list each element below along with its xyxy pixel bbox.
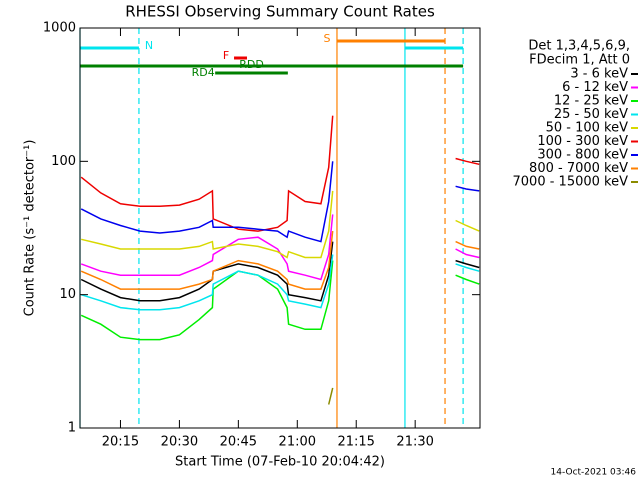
legend-label: 300 - 800 keV — [537, 148, 628, 163]
y-tick-label: 100 — [51, 154, 76, 169]
series-line — [80, 254, 480, 311]
y-tick-label: 1 — [68, 421, 76, 436]
y-axis-label: Count Rate (s⁻¹ detector⁻¹) — [23, 140, 38, 317]
flag-label: RDD — [239, 58, 264, 71]
x-tick-label: 21:30 — [396, 435, 433, 450]
legend-label: 6 - 12 keV — [562, 80, 628, 95]
legend-label: 25 - 50 keV — [554, 107, 628, 122]
legend-header: FDecim 1, Att 0 — [529, 53, 630, 68]
plot-frame — [79, 27, 481, 429]
x-tick-label: 20:45 — [220, 435, 257, 450]
series-line — [327, 387, 334, 405]
series-line — [80, 260, 480, 341]
x-tick-label: 21:15 — [337, 435, 374, 450]
y-tick-label: 10 — [59, 287, 76, 302]
flag-label: S — [323, 32, 330, 45]
x-tick-label: 21:00 — [279, 435, 316, 450]
legend-label: 50 - 100 keV — [546, 121, 629, 136]
chart-title: RHESSI Observing Summary Count Rates — [125, 3, 435, 21]
legend-label: 800 - 7000 keV — [529, 161, 628, 176]
legend-label: 12 - 25 keV — [554, 94, 628, 109]
series-line — [81, 190, 480, 259]
x-tick-label: 20:15 — [102, 435, 139, 450]
series-line — [80, 231, 480, 290]
y-tick-label: 1000 — [43, 21, 76, 36]
legend-label: 100 - 300 keV — [537, 134, 628, 149]
flag-label: F — [223, 49, 229, 62]
series-line — [80, 115, 480, 232]
series-line — [80, 161, 480, 243]
flag-label: N — [145, 39, 153, 52]
x-axis-label: Start Time (07-Feb-10 20:04:42) — [175, 455, 385, 470]
footer: 14-Oct-2021 03:46 — [551, 468, 637, 478]
series-line — [80, 241, 480, 302]
legend-label: 7000 - 15000 keV — [513, 175, 629, 190]
flag-label: RD4 — [192, 66, 215, 79]
legend-header: Det 1,3,4,5,6,9, — [528, 39, 630, 54]
legend-label: 3 - 6 keV — [570, 67, 628, 82]
x-tick-label: 20:30 — [161, 435, 198, 450]
